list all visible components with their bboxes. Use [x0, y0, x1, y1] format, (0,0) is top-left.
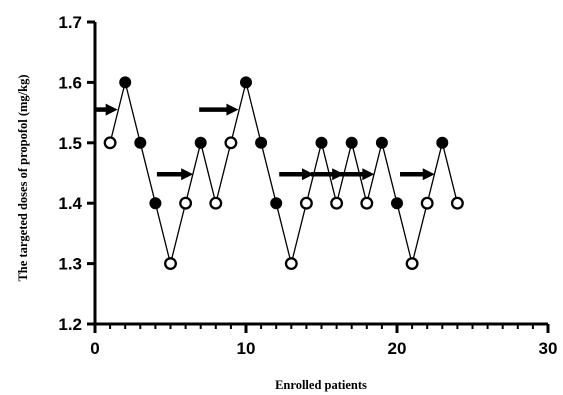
arrow-annotations	[96, 103, 435, 181]
y-axis-title: The targeted doses of propofol (mg/kg)	[16, 74, 30, 281]
data-point-open	[405, 257, 419, 271]
data-point-filled	[391, 197, 403, 210]
y-tick-label: 1.3	[58, 255, 82, 274]
arrow-head	[422, 168, 435, 181]
x-tick-label: 10	[237, 339, 256, 358]
data-point-open	[284, 257, 298, 271]
data-point-open	[209, 196, 223, 210]
y-tick-label: 1.5	[58, 134, 82, 153]
y-tick-label: 1.7	[58, 13, 82, 32]
arrow	[199, 103, 239, 116]
arrow	[156, 168, 194, 181]
data-point-open	[224, 136, 238, 150]
arrow	[400, 168, 435, 181]
data-series	[103, 76, 464, 271]
data-point-filled	[315, 136, 328, 149]
data-point-filled	[255, 136, 268, 149]
arrow-head	[226, 103, 239, 116]
y-tick-label: 1.2	[58, 315, 82, 334]
data-point-open	[164, 257, 177, 271]
arrow-head	[301, 168, 314, 181]
data-point-filled	[240, 76, 252, 89]
data-point-filled	[375, 136, 388, 149]
data-point-open	[299, 196, 313, 210]
arrow	[96, 103, 118, 116]
arrow-head	[362, 168, 375, 181]
data-point-filled	[270, 197, 283, 210]
data-point-filled	[119, 76, 132, 89]
data-point-filled	[149, 197, 162, 210]
data-point-open	[179, 196, 193, 210]
x-tick-label: 30	[539, 339, 558, 358]
y-tick-label: 1.6	[58, 73, 82, 92]
x-tick-label: 0	[90, 339, 99, 358]
data-point-filled	[436, 136, 449, 149]
data-point-open	[360, 196, 374, 210]
x-tick-label: 20	[388, 339, 407, 358]
data-point-open	[450, 196, 464, 210]
x-axis-title: Enrolled patients	[275, 378, 367, 392]
y-tick-label: 1.4	[58, 194, 82, 213]
data-point-filled	[345, 136, 358, 149]
arrow-head	[105, 103, 118, 116]
series-line	[109, 82, 459, 264]
axes: 1.2 1.3 1.4 1.5 1.6 1.7 0 10 20 30	[58, 13, 557, 358]
data-point-filled	[134, 136, 147, 149]
data-point-filled	[194, 136, 207, 149]
arrow-head	[332, 168, 345, 181]
data-point-open	[330, 196, 344, 210]
arrow	[310, 168, 345, 181]
arrow-head	[181, 168, 194, 181]
data-point-open	[103, 136, 117, 150]
data-point-open	[420, 196, 434, 210]
arrow	[279, 168, 314, 181]
